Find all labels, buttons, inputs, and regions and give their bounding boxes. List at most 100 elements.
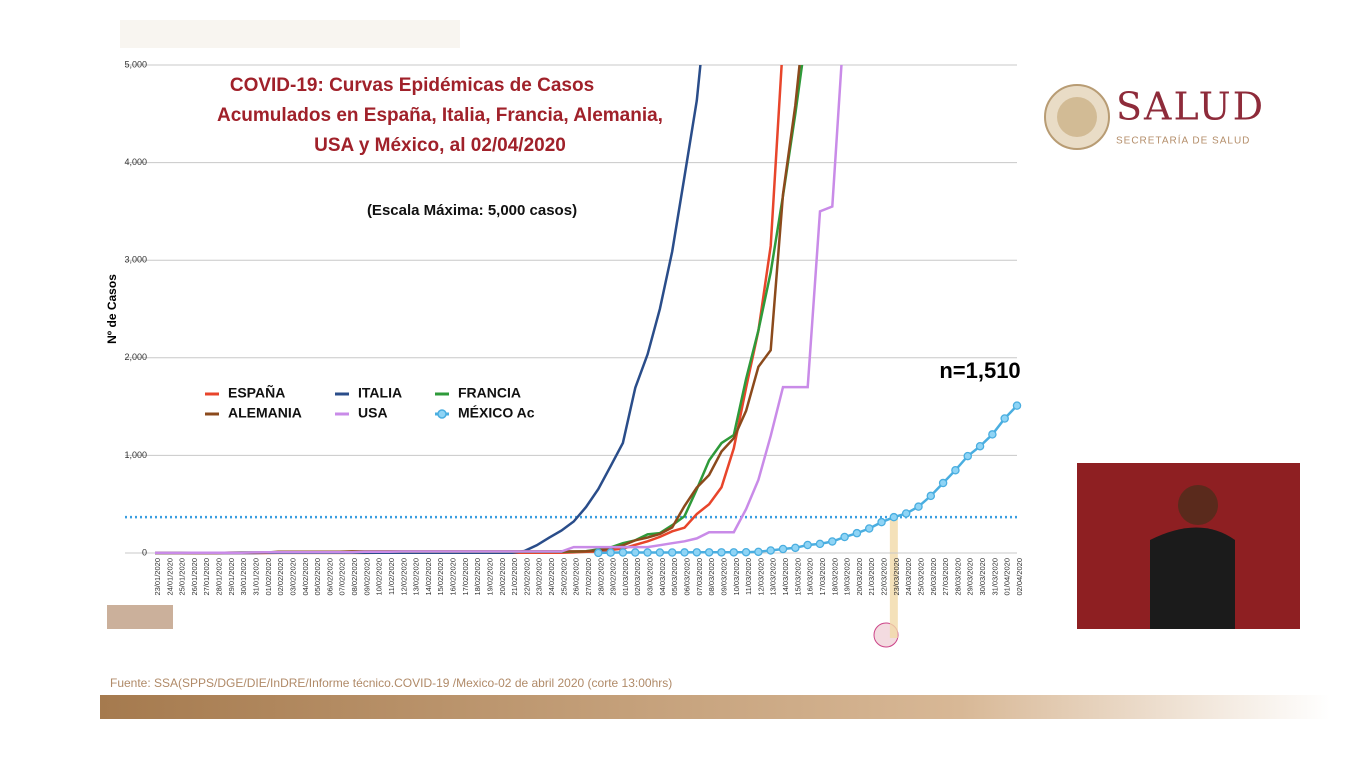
x-tick-label: 01/04/2020 [1003,558,1012,596]
series-marker [988,430,997,439]
x-tick-label: 19/03/2020 [843,558,852,596]
x-tick-label: 16/02/2020 [449,558,458,596]
x-tick-label: 27/01/2020 [202,558,211,596]
series-marker [1000,414,1009,423]
plot: COVID-19: Curvas Epidémicas de Casos Acu… [105,75,1021,383]
x-tick-label: 04/03/2020 [658,558,667,596]
x-tick-label: 23/02/2020 [535,558,544,596]
x-tick-label: 05/02/2020 [313,558,322,596]
x-tick-label: 12/03/2020 [756,558,765,596]
series-marker [741,547,751,557]
x-tick-label: 28/01/2020 [215,558,224,596]
series-marker [828,537,837,546]
series-marker [938,478,948,488]
x-tick-label: 21/02/2020 [510,558,519,596]
legend-marker [437,409,447,419]
x-tick-label: 10/03/2020 [732,558,741,596]
x-tick-label: 24/03/2020 [904,558,913,596]
x-tick-label: 14/03/2020 [781,558,790,596]
x-tick-label: 20/03/2020 [855,558,864,596]
x-tick-label: 14/02/2020 [424,558,433,596]
x-tick-label: 02/04/2020 [1015,558,1024,596]
series-marker [766,546,775,555]
x-tick-label: 11/03/2020 [744,558,753,595]
x-tick-label: 23/01/2020 [153,558,162,596]
x-tick-label: 27/02/2020 [584,558,593,596]
series-marker [680,548,689,557]
highlight-bar [889,517,898,638]
x-tick-label: 01/03/2020 [621,558,630,596]
x-tick-label: 26/03/2020 [929,558,938,596]
annotation: n=1,510 [939,358,1020,383]
source: Fuente: SSA(SPPS/DGE/DIE/InDRE/Informe t… [110,676,672,690]
legend-label: ITALIA [358,385,402,401]
series-marker [717,548,726,557]
x-tick-label: 04/02/2020 [301,558,310,596]
x-tick-label: 13/02/2020 [412,558,421,596]
x-tick-label: 07/02/2020 [338,558,347,596]
x-tick-label: 22/03/2020 [880,558,889,596]
series-line [598,404,1018,555]
x-tick-label: 30/03/2020 [978,558,987,596]
legend-label: FRANCIA [458,385,521,401]
x-tick-label: 15/02/2020 [436,558,445,596]
x-tick-label: 11/02/2020 [387,558,396,595]
series-marker [618,548,628,557]
x-tick-label: 26/01/2020 [190,558,199,596]
x-tick-label: 31/03/2020 [990,558,999,596]
series-group [155,65,1022,557]
x-tick-label: 02/03/2020 [633,558,642,596]
x-tick-label: 25/02/2020 [559,558,568,596]
x-tick-label: 29/02/2020 [609,558,618,596]
x-tick-label: 24/01/2020 [165,558,174,596]
legend-label: MÉXICO Ac [458,405,535,421]
x-tick-label: 10/02/2020 [375,558,384,596]
x-tick-label: 03/02/2020 [288,558,297,596]
series-marker [815,539,825,549]
interpreter-body [1150,527,1235,629]
x-tick-label: 21/03/2020 [867,558,876,596]
x-tick-label: 08/03/2020 [707,558,716,596]
interpreter-head [1178,485,1218,525]
x-tick-label: 25/03/2020 [916,558,925,596]
series-marker [926,491,936,501]
chart-subtitle: (Escala Máxima: 5,000 casos) [367,202,577,219]
series-marker [840,532,849,542]
series-marker [914,502,923,511]
x-tick-label: 15/03/2020 [793,558,802,596]
chart-title-line: COVID-19: Curvas Epidémicas de Casos [230,75,594,96]
x-tick-label: 26/02/2020 [572,558,581,596]
series-marker [594,548,603,557]
legend-label: USA [358,405,388,421]
y-tick-label: 5,000 [124,59,147,69]
x-tick-label: 20/02/2020 [498,558,507,596]
series-marker [889,512,899,522]
series-marker [864,524,874,533]
x-tick-label: 23/03/2020 [892,558,901,596]
series-marker [951,465,960,475]
x-tick-label: 27/03/2020 [941,558,950,596]
y-tick-label: 1,000 [124,450,147,460]
x-tick-label: 19/02/2020 [485,558,494,596]
logo-title: SALUD [1116,85,1265,129]
logo-seal-inner [1057,97,1097,137]
x-tick-label: 06/02/2020 [325,558,334,596]
series-marker [803,540,812,550]
x-tick-label: 16/03/2020 [806,558,815,596]
chart-title-line: USA y México, al 02/04/2020 [314,135,566,156]
series-marker [975,441,985,451]
logo-subtitle: SECRETARÍA DE SALUD [1116,134,1250,147]
series-marker [692,548,702,557]
x-tick-label: 03/03/2020 [646,558,655,596]
series-marker [754,547,763,557]
x-tick-label: 29/01/2020 [227,558,236,596]
legend-label: ESPAÑA [228,384,285,401]
y-tick-label: 0 [142,547,147,557]
series-marker [606,548,615,557]
x-tick-label: 17/03/2020 [818,558,827,596]
x-tick-label: 12/02/2020 [399,558,408,596]
x-tick-label: 01/02/2020 [264,558,273,596]
x-tick-label: 28/02/2020 [596,558,605,596]
series-marker [901,509,911,518]
